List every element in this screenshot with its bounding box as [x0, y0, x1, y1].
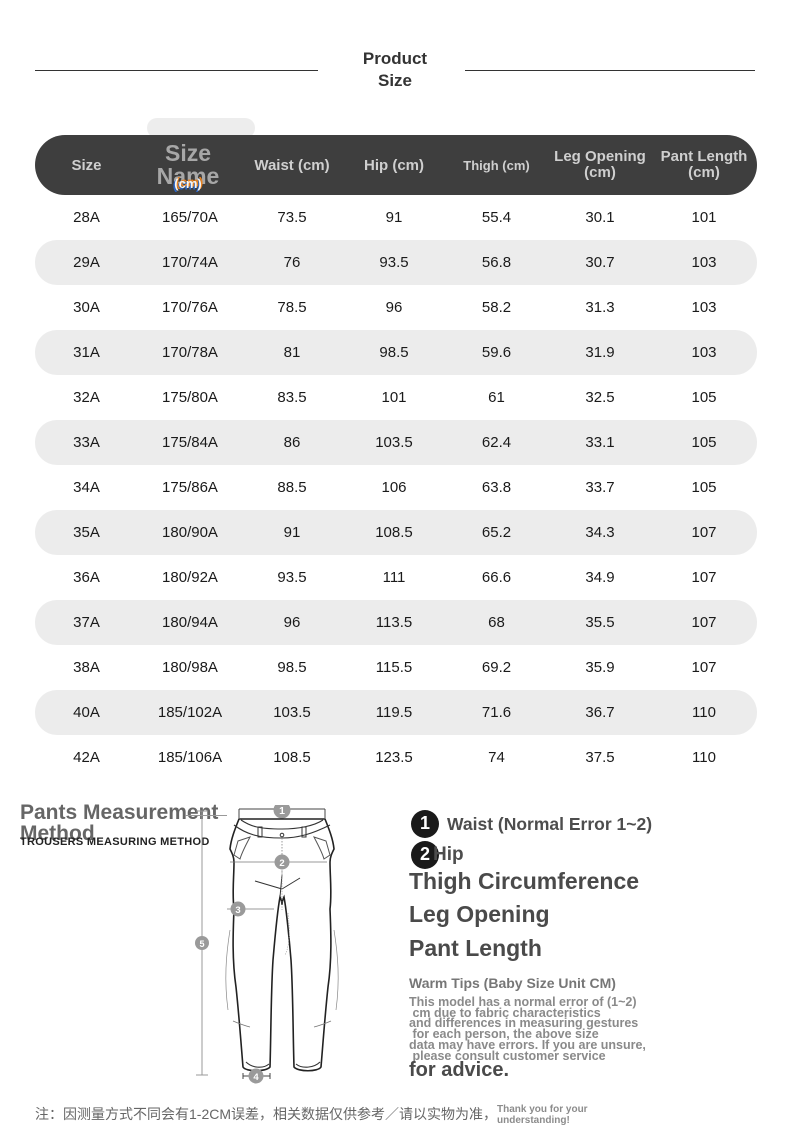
svg-text:4: 4	[253, 1072, 259, 1083]
svg-text:3: 3	[235, 905, 240, 916]
svg-text:5: 5	[199, 939, 204, 949]
svg-text:2: 2	[279, 858, 284, 869]
svg-text:1: 1	[279, 805, 285, 817]
